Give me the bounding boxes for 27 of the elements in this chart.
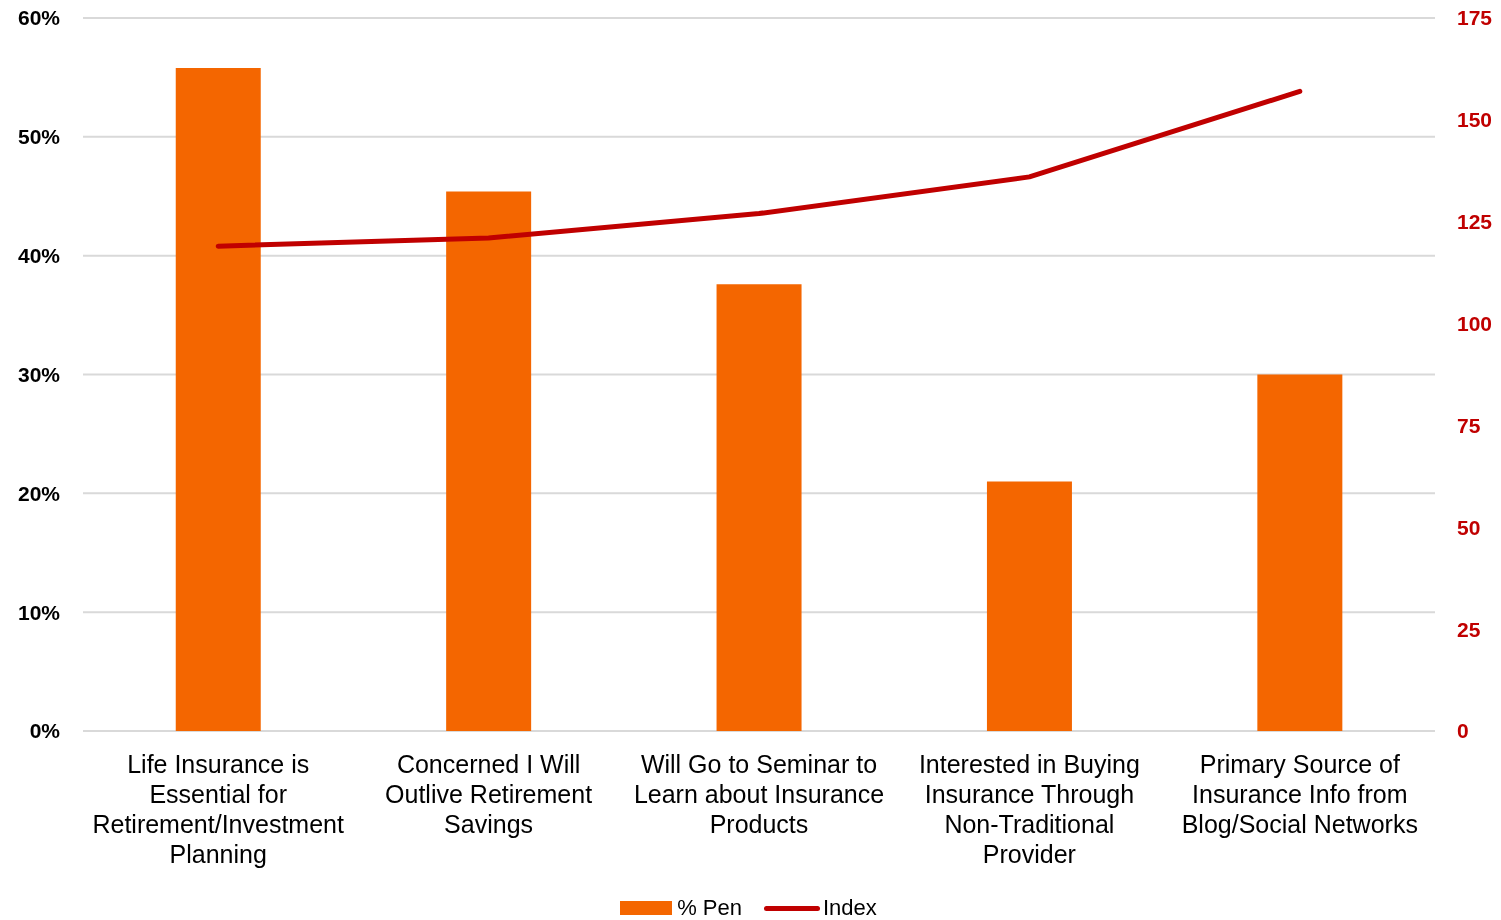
y2-tick-label: 0: [1457, 719, 1469, 743]
x-tick-label: Life Insurance is Essential for Retirement/Investment Planning: [92, 750, 344, 868]
x-tick-label: Concerned I Will Outlive Retirement Savings: [385, 750, 593, 838]
legend-label: Index: [823, 895, 877, 920]
y2-tick-label: 125: [1457, 210, 1493, 234]
y-tick-label: 40%: [17, 244, 61, 268]
x-tick-label: Will Go to Seminar to Learn about Insurance Products: [633, 750, 885, 838]
y-tick-label: 50%: [17, 125, 61, 149]
bar: [716, 284, 802, 731]
y-tick-label: 0%: [29, 719, 61, 743]
x-tick-label: Primary Source of Insurance Info from Blog/Social Networks: [1181, 750, 1418, 838]
y2-tick-label: 25: [1457, 617, 1481, 641]
x-tick-label: Interested in Buying Insurance Through Non-Traditional Provider: [918, 750, 1140, 868]
y2-tick-label: 150: [1457, 108, 1493, 132]
bar: [446, 191, 532, 731]
y2-tick-label: 75: [1457, 413, 1481, 437]
y2-tick-label: 175: [1457, 6, 1493, 30]
y-tick-label: 60%: [17, 6, 61, 30]
bar: [175, 67, 261, 731]
y-tick-label: 30%: [17, 362, 61, 386]
y-tick-label: 20%: [17, 481, 61, 505]
y2-tick-label: 100: [1457, 312, 1493, 336]
bar: [1257, 374, 1343, 731]
legend-label: % Pen: [677, 895, 742, 920]
bar: [986, 481, 1072, 731]
y-tick-label: 10%: [17, 600, 61, 624]
y2-tick-label: 50: [1457, 515, 1481, 539]
